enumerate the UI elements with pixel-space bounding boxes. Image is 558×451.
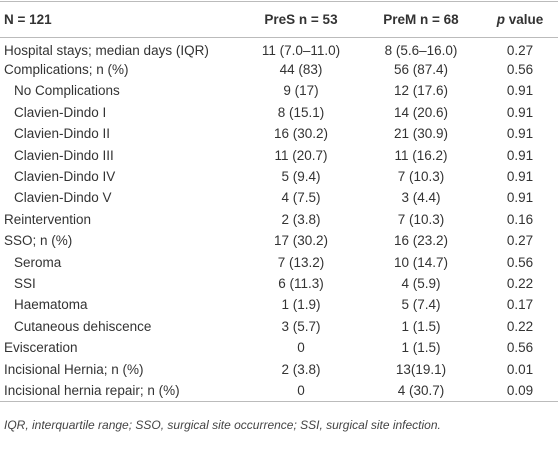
table-cell: 5 (9.4) bbox=[281, 169, 321, 185]
table-cell: 0.91 bbox=[506, 169, 534, 185]
table-row: Clavien-Dindo II 16 (30.2) 21 (30.9) 0.91 bbox=[0, 123, 558, 144]
row-label: Clavien-Dindo II bbox=[14, 126, 111, 142]
table-cell: 8 (5.6–16.0) bbox=[384, 42, 458, 58]
table-cell: 1 (1.5) bbox=[401, 318, 441, 334]
header-cell: PreM n = 68 bbox=[383, 12, 459, 27]
table-cell: 11 (16.2) bbox=[394, 147, 448, 163]
table-cell: 0.91 bbox=[506, 126, 534, 142]
table-cell: 14 (20.6) bbox=[393, 104, 449, 120]
table-row: Hospital stays; median days (IQR) 11 (7.0… bbox=[0, 38, 558, 59]
table-row: Seroma 7 (13.2) 10 (14.7) 0.56 bbox=[0, 251, 558, 272]
table-cell: 5 (7.4) bbox=[401, 297, 441, 313]
table-cell: 11 (20.7) bbox=[274, 147, 328, 163]
table-cell: 16 (23.2) bbox=[393, 233, 449, 249]
table-cell: 2 (3.8) bbox=[281, 361, 321, 377]
table-cell: 10 (14.7) bbox=[393, 254, 449, 270]
table-cell: 0.56 bbox=[506, 254, 534, 270]
table-cell: 0.91 bbox=[506, 104, 534, 120]
row-label: SSO; n (%) bbox=[4, 233, 73, 249]
table-row: Clavien-Dindo V 4 (7.5) 3 (4.4) 0.91 bbox=[0, 187, 558, 208]
table-row: Complications; n (%) 44 (83) 56 (87.4) 0.56 bbox=[0, 59, 558, 80]
table-cell: 4 (30.7) bbox=[397, 382, 445, 398]
row-label: Seroma bbox=[14, 254, 62, 270]
table-cell: 56 (87.4) bbox=[393, 62, 449, 78]
header-row: N = 121 PreS n = 53 PreM n = 68 p value bbox=[0, 1, 558, 38]
row-label: Haematoma bbox=[14, 297, 88, 313]
row-label: Hospital stays; median days (IQR) bbox=[4, 42, 209, 58]
table-cell: 0.16 bbox=[506, 211, 534, 227]
header-cell: N = 121 bbox=[4, 12, 52, 27]
table-cell: 0.91 bbox=[506, 83, 534, 99]
table-cell: 2 (3.8) bbox=[281, 211, 321, 227]
table-cell: 12 (17.6) bbox=[393, 83, 449, 99]
table-cell: 0.22 bbox=[506, 318, 534, 334]
table-row: Incisional hernia repair; n (%) 0 4 (30.7)… bbox=[0, 380, 558, 402]
table-cell: 7 (13.2) bbox=[277, 254, 325, 270]
table-cell: 21 (30.9) bbox=[393, 126, 449, 142]
table-row: Evisceration 0 1 (1.5) 0.56 bbox=[0, 337, 558, 358]
table-cell: 0 bbox=[297, 340, 305, 356]
row-label: Evisceration bbox=[4, 340, 78, 356]
table-cell: 7 (10.3) bbox=[397, 211, 445, 227]
table-cell: 4 (7.5) bbox=[281, 190, 321, 206]
table-cell: 0.01 bbox=[506, 361, 534, 377]
table-cell: 3 (5.7) bbox=[281, 318, 321, 334]
table-cell: 0.09 bbox=[506, 382, 534, 398]
row-label: Reintervention bbox=[4, 211, 92, 227]
table-cell: 0.56 bbox=[506, 340, 534, 356]
table-row: SSI 6 (11.3) 4 (5.9) 0.22 bbox=[0, 273, 558, 294]
table-cell: 8 (15.1) bbox=[277, 104, 325, 120]
table-cell: 0.56 bbox=[506, 62, 534, 78]
table-cell: 11 (7.0–11.0) bbox=[261, 42, 341, 58]
header-text: value bbox=[508, 12, 544, 27]
table-row: No Complications 9 (17) 12 (17.6) 0.91 bbox=[0, 80, 558, 101]
table-cell: 17 (30.2) bbox=[273, 233, 329, 249]
table-cell: 0.91 bbox=[506, 190, 534, 206]
table-cell: 3 (4.4) bbox=[401, 190, 441, 206]
table-cell: 7 (10.3) bbox=[397, 169, 445, 185]
table-row: Reintervention 2 (3.8) 7 (10.3) 0.16 bbox=[0, 209, 558, 230]
row-label: Complications; n (%) bbox=[4, 62, 129, 78]
table-row: SSO; n (%) 17 (30.2) 16 (23.2) 0.27 bbox=[0, 230, 558, 251]
table-cell: 1 (1.9) bbox=[281, 297, 321, 313]
header-cell: PreS n = 53 bbox=[264, 12, 338, 27]
table-row: Clavien-Dindo III 11 (20.7) 11 (16.2) 0.91 bbox=[0, 144, 558, 165]
table-cell: 13(19.1) bbox=[395, 361, 447, 377]
row-label: Clavien-Dindo IV bbox=[14, 169, 116, 185]
row-label: Incisional Hernia; n (%) bbox=[4, 361, 144, 377]
row-label: SSI bbox=[14, 275, 36, 291]
header-italic: p bbox=[496, 12, 505, 27]
table-cell: 4 (5.9) bbox=[401, 275, 441, 291]
table-row: Cutaneous dehiscence 3 (5.7) 1 (1.5) 0.22 bbox=[0, 316, 558, 337]
header-cell: p value bbox=[482, 2, 558, 38]
row-label: Incisional hernia repair; n (%) bbox=[4, 382, 180, 398]
table-cell: 16 (30.2) bbox=[273, 126, 329, 142]
row-label: No Complications bbox=[14, 83, 120, 99]
row-label: Cutaneous dehiscence bbox=[14, 318, 152, 334]
table-cell: 0.22 bbox=[506, 275, 534, 291]
table-cell: 1 (1.5) bbox=[401, 340, 441, 356]
footnote: IQR, interquartile range; SSO, surgical … bbox=[4, 417, 441, 432]
table-row: Clavien-Dindo I 8 (15.1) 14 (20.6) 0.91 bbox=[0, 102, 558, 123]
row-label: Clavien-Dindo III bbox=[14, 147, 114, 163]
row-label: Clavien-Dindo V bbox=[14, 190, 112, 206]
table-body: Hospital stays; median days (IQR) 11 (7.0… bbox=[0, 38, 558, 402]
table-cell: 44 (83) bbox=[279, 62, 323, 78]
table-cell: 0 bbox=[297, 382, 305, 398]
table-cell: 6 (11.3) bbox=[278, 275, 324, 291]
table-cell: 0.27 bbox=[506, 233, 534, 249]
row-label: Clavien-Dindo I bbox=[14, 104, 107, 120]
table-row: Haematoma 1 (1.9) 5 (7.4) 0.17 bbox=[0, 294, 558, 315]
table-cell: 0.17 bbox=[506, 297, 534, 313]
table-cell: 9 (17) bbox=[283, 83, 319, 99]
table-header: N = 121 PreS n = 53 PreM n = 68 p value bbox=[0, 1, 558, 38]
results-table: N = 121 PreS n = 53 PreM n = 68 p value … bbox=[0, 1, 558, 402]
table-row: Incisional Hernia; n (%) 2 (3.8) 13(19.1) 0… bbox=[0, 358, 558, 379]
table-cell: 0.91 bbox=[506, 147, 534, 163]
table-row: Clavien-Dindo IV 5 (9.4) 7 (10.3) 0.91 bbox=[0, 166, 558, 187]
table-cell: 0.27 bbox=[506, 42, 534, 58]
